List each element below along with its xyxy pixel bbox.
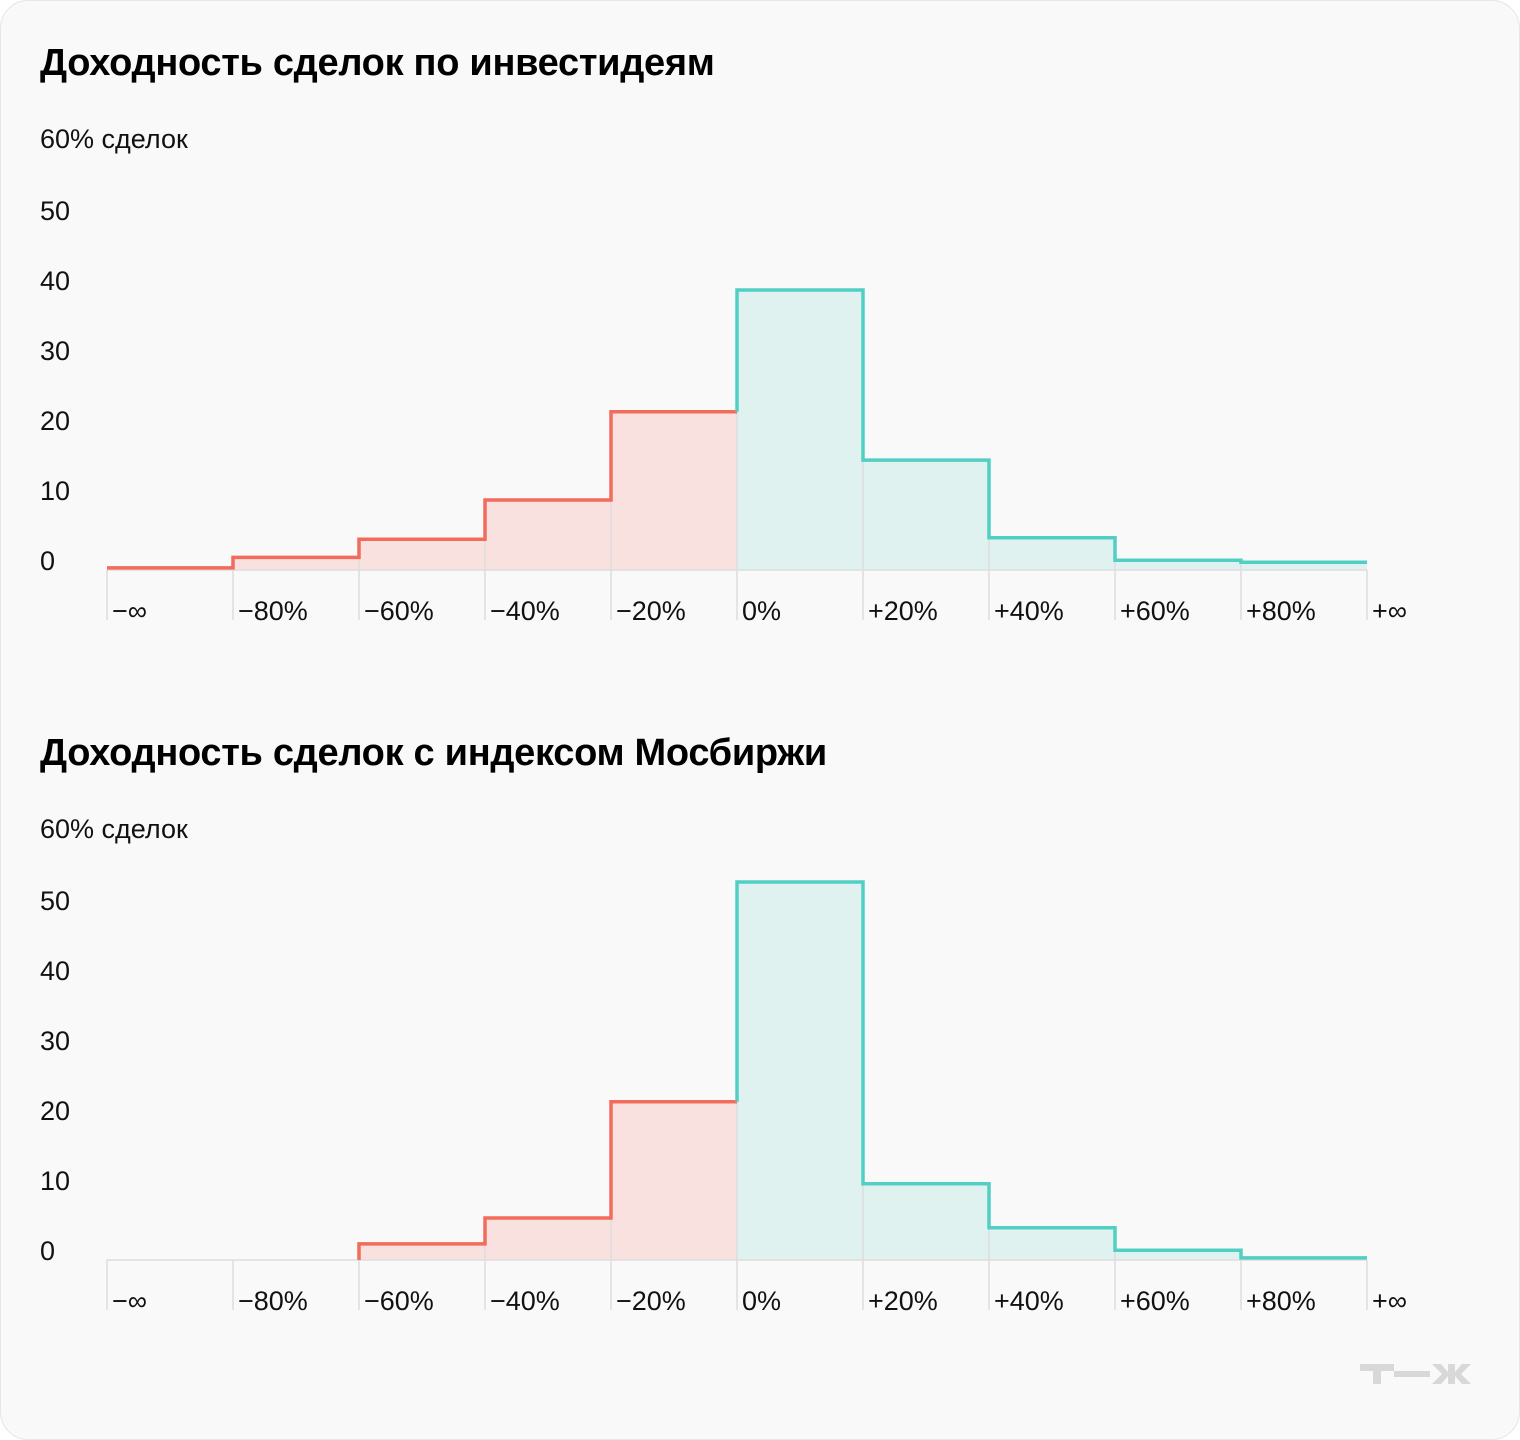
- x-tick-label: −∞: [112, 1286, 147, 1316]
- x-tick-label: +80%: [1246, 596, 1316, 626]
- bar-1-6: [863, 460, 989, 570]
- y-tick-label: 30: [40, 1026, 70, 1056]
- x-tick-label: −80%: [238, 596, 308, 626]
- x-tick-label: +∞: [1372, 1286, 1407, 1316]
- y-tick-label: 20: [40, 1096, 70, 1126]
- bar-2-5: [737, 882, 863, 1260]
- bar-2-2: [359, 1243, 485, 1260]
- bar-2-6: [863, 1183, 989, 1260]
- y-axis-label-2: 60% сделок: [40, 814, 188, 844]
- x-tick-label: +∞: [1372, 596, 1407, 626]
- y-tick-label: 50: [40, 886, 70, 916]
- x-tick-label: +20%: [868, 596, 938, 626]
- negative-outline-1: [107, 410, 737, 570]
- bar-2-4: [611, 1101, 737, 1260]
- x-tick-label: +80%: [1246, 1286, 1316, 1316]
- y-tick-label: 20: [40, 406, 70, 436]
- x-tick-label: +60%: [1120, 1286, 1190, 1316]
- tj-logo: [1360, 1364, 1471, 1384]
- x-tick-label: −80%: [238, 1286, 308, 1316]
- y-tick-label: 30: [40, 336, 70, 366]
- positive-outline-1: [735, 288, 1367, 565]
- x-tick-label: −40%: [490, 1286, 560, 1316]
- negative-outline-2: [357, 1100, 737, 1260]
- bar-2-8: [1115, 1250, 1241, 1260]
- y-tick-label: 10: [40, 476, 70, 506]
- x-tick-label: +40%: [994, 1286, 1064, 1316]
- y-tick-label: 0: [40, 1236, 55, 1266]
- x-tick-label: −60%: [364, 596, 434, 626]
- y-tick-label: 40: [40, 266, 70, 296]
- x-tick-label: −20%: [616, 1286, 686, 1316]
- y-tick-label: 10: [40, 1166, 70, 1196]
- x-tick-label: +60%: [1120, 596, 1190, 626]
- y-tick-label: 50: [40, 196, 70, 226]
- x-tick-label: +20%: [868, 1286, 938, 1316]
- bar-1-5: [737, 290, 863, 570]
- bar-1-1: [233, 557, 359, 570]
- x-tick-label: −20%: [616, 596, 686, 626]
- bar-1-3: [485, 500, 611, 570]
- x-tick-label: 0%: [742, 1286, 781, 1316]
- bar-1-7: [989, 537, 1115, 570]
- x-tick-label: +40%: [994, 596, 1064, 626]
- chart-title-2: Доходность сделок с индексом Мосбиржи: [40, 732, 827, 774]
- bar-1-8: [1115, 560, 1241, 570]
- y-axis-label-1: 60% сделок: [40, 124, 188, 154]
- positive-outline-2: [735, 880, 1367, 1260]
- bar-2-7: [989, 1227, 1115, 1260]
- x-tick-label: −60%: [364, 1286, 434, 1316]
- chart-title-1: Доходность сделок по инвестидеям: [40, 42, 715, 84]
- bar-1-2: [359, 539, 485, 570]
- bar-1-4: [611, 411, 737, 570]
- y-tick-label: 40: [40, 956, 70, 986]
- x-tick-label: 0%: [742, 596, 781, 626]
- y-tick-label: 0: [40, 546, 55, 576]
- bar-1-9: [1241, 562, 1367, 570]
- bar-2-3: [485, 1218, 611, 1260]
- x-tick-label: −∞: [112, 596, 147, 626]
- x-tick-label: −40%: [490, 596, 560, 626]
